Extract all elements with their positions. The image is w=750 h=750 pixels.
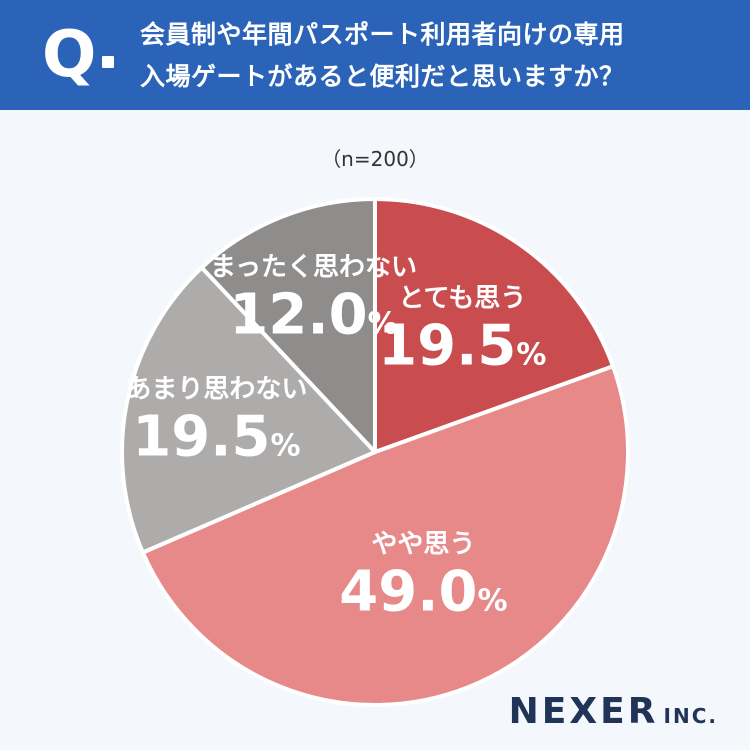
slice-category-label: まったく思わない bbox=[210, 252, 417, 283]
question-mark-dot bbox=[102, 56, 114, 68]
slice-value-label: 49.0 bbox=[339, 559, 478, 625]
pie-slice-totemo-omou bbox=[373, 197, 616, 454]
slice-unit-label: % bbox=[477, 583, 508, 619]
slice-unit-label: % bbox=[516, 337, 547, 373]
question-header: Q 会員制や年間パスポート利用者向けの専用 入場ゲートがあると便利だと思いますか… bbox=[0, 0, 750, 110]
slice-label-totemo-omou: とても思う 19.5% bbox=[378, 277, 546, 378]
slice-value-label: 19.5 bbox=[132, 404, 271, 470]
slice-unit-label: % bbox=[270, 428, 301, 464]
slice-label-mattaku-omowanai: まったく思わない 12.0% bbox=[210, 246, 417, 347]
question-mark: Q bbox=[42, 18, 97, 92]
slice-category-label: とても思う bbox=[398, 283, 527, 314]
pie-slice-amari-omowanai bbox=[120, 265, 377, 555]
brand-name: NEXER bbox=[508, 691, 659, 732]
slice-category-label: やや思う bbox=[371, 529, 476, 560]
slice-unit-label: % bbox=[367, 306, 398, 342]
slice-value-label: 19.5 bbox=[378, 313, 517, 379]
slice-category-label: あまり思わない bbox=[125, 374, 308, 405]
sample-size-note: （n=200） bbox=[321, 147, 429, 171]
question-text-line-1: 会員制や年間パスポート利用者向けの専用 bbox=[140, 20, 625, 49]
slice-label-yaya-omou: やや思う 49.0% bbox=[339, 524, 507, 625]
slice-value-label: 12.0 bbox=[229, 282, 368, 348]
slice-label-amari-omowanai: あまり思わない 19.5% bbox=[125, 369, 307, 470]
brand-suffix: INC. bbox=[663, 704, 718, 728]
brand-logo: NEXER INC. bbox=[509, 691, 718, 732]
question-text-line-2: 入場ゲートがあると便利だと思いますか？ bbox=[140, 62, 625, 91]
pie-slice-mattaku-omowanai bbox=[199, 197, 377, 454]
pie-slice-yaya-omou bbox=[140, 364, 630, 707]
